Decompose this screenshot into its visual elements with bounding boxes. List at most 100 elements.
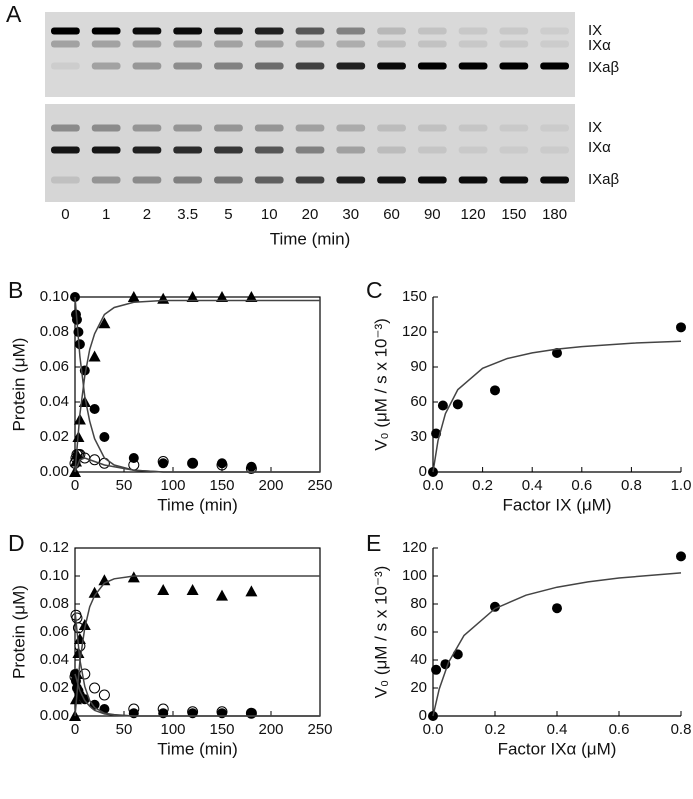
plot-frame: [74, 547, 321, 717]
y-tick-label: 0.02: [40, 428, 69, 445]
gel-band: [540, 124, 569, 132]
y-tick-label: 0.06: [40, 358, 69, 375]
y-axis-label: Protein (μM): [9, 338, 28, 432]
y-tick-label: 120: [402, 323, 427, 340]
x-tick-label: 250: [307, 721, 332, 738]
gel-band: [214, 40, 243, 48]
panel-label: B: [8, 277, 23, 303]
band-label: IXα: [588, 37, 611, 54]
gel-band: [417, 176, 447, 184]
x-tick-label: 1.0: [671, 477, 692, 494]
data-point: [216, 706, 228, 718]
data-point: [157, 292, 170, 304]
gel-band: [295, 176, 325, 184]
fit-line: [432, 340, 682, 473]
y-tick-label: 0.10: [40, 288, 69, 305]
gel-band: [458, 146, 488, 154]
gel-band: [254, 124, 284, 132]
data-point: [127, 571, 140, 583]
x-tick-label: 0: [71, 477, 79, 494]
data-point: [74, 640, 86, 652]
gel-band: [51, 27, 80, 35]
data-point: [216, 291, 228, 302]
lane-label: 90: [424, 206, 441, 223]
gel-band: [214, 146, 243, 154]
gel-band: [540, 62, 569, 70]
gel-band: [336, 62, 366, 70]
data-point: [79, 668, 91, 680]
x-axis-label: Time (min): [157, 739, 238, 758]
data-point: [187, 458, 198, 469]
gel-band: [51, 176, 80, 184]
gel-band: [336, 176, 366, 184]
data-point: [157, 703, 169, 715]
gel-band: [417, 124, 447, 132]
panel-label: E: [366, 530, 381, 556]
gel-band: [458, 62, 488, 70]
data-point: [552, 348, 562, 358]
gel-band: [458, 27, 488, 35]
x-axis-label: Time (min): [157, 495, 238, 514]
data-point: [88, 586, 101, 598]
band-label: IXaβ: [588, 171, 620, 188]
fit-line: [74, 575, 320, 717]
data-point: [676, 322, 686, 333]
x-tick-label: 0.8: [621, 477, 642, 494]
y-tick-label: 80: [410, 595, 427, 612]
y-tick-label: 0.04: [40, 393, 69, 410]
gel-band: [540, 176, 569, 184]
x-tick-label: 50: [116, 477, 133, 494]
gel-band: [295, 124, 325, 132]
data-point: [74, 339, 85, 350]
lane-label: 10: [261, 206, 278, 223]
gel-band: [51, 124, 80, 132]
gel-band: [417, 27, 447, 35]
y-tick-label: 0.08: [40, 595, 69, 612]
fit-line: [74, 299, 320, 473]
panel-label: A: [6, 1, 22, 27]
x-tick-label: 0.2: [485, 721, 506, 738]
fit-line: [432, 572, 682, 717]
data-point: [98, 689, 110, 701]
gel-x-label: Time (min): [270, 229, 351, 248]
gel-band: [132, 176, 162, 184]
gel-band: [214, 124, 243, 132]
gel-band: [173, 27, 203, 35]
data-point: [99, 432, 110, 442]
y-tick-label: 0.04: [40, 651, 69, 668]
data-point: [157, 584, 170, 595]
data-point: [245, 585, 258, 597]
data-point: [490, 601, 500, 612]
y-tick-label: 0.00: [40, 463, 69, 480]
gel-band: [540, 27, 569, 35]
gel-band: [377, 27, 406, 35]
x-tick-label: 0.8: [671, 721, 692, 738]
lane-label: 2: [143, 206, 151, 223]
y-tick-label: 40: [410, 651, 427, 668]
gel-band: [173, 176, 203, 184]
lane-label: 5: [224, 206, 232, 223]
fit-line: [74, 610, 320, 717]
gel-band: [91, 176, 121, 184]
gel-band: [417, 62, 447, 70]
data-point: [187, 706, 199, 718]
data-point: [187, 457, 199, 469]
gel-band: [499, 40, 529, 48]
panel-label: D: [8, 530, 25, 556]
band-label: IXaβ: [588, 59, 620, 76]
gel-band: [377, 176, 406, 184]
y-tick-label: 90: [410, 358, 427, 375]
gel-band: [336, 124, 366, 132]
data-point: [245, 707, 257, 719]
gel-band: [132, 146, 162, 154]
data-point: [157, 456, 169, 467]
x-tick-label: 0: [71, 721, 79, 738]
data-point: [69, 671, 81, 683]
lane-label: 150: [501, 206, 526, 223]
y-tick-label: 0.12: [40, 539, 69, 556]
x-tick-label: 0.4: [547, 721, 568, 738]
gel-band: [336, 40, 366, 48]
y-tick-label: 0.06: [40, 623, 69, 640]
